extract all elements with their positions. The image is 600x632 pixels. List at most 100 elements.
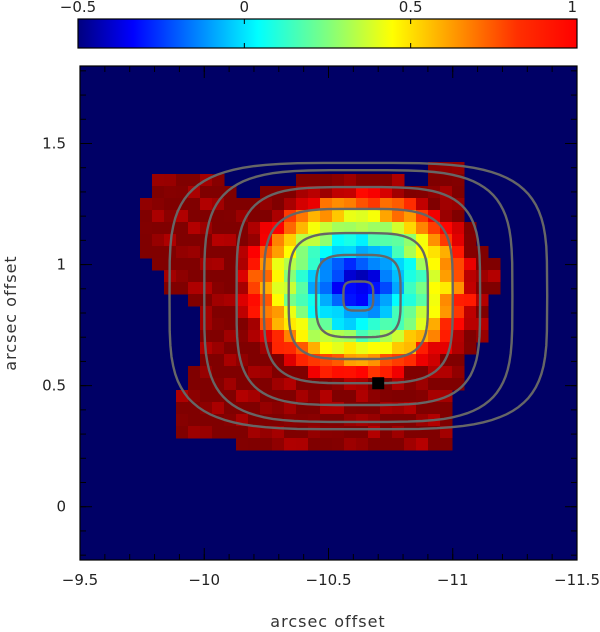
heatmap-cell [320,198,333,211]
heatmap-cell [188,426,201,439]
heatmap-cell [392,294,405,307]
plot-area: −9.5 −10 −10.5 −11 −11.5 0 0.5 1 1.5 [42,65,600,589]
heatmap-cell [368,426,381,439]
heatmap-cell [188,378,201,391]
contour-lines [168,161,549,431]
heatmap-cell [212,318,225,331]
heatmap-cell [344,234,357,247]
heatmap-cell [344,222,357,235]
heatmap-cell [320,438,333,451]
heatmap-cell [224,426,237,439]
heatmap-cell [428,354,441,367]
heatmap-cell [332,234,345,247]
heatmap-cell [248,198,261,211]
heatmap-cell [368,270,381,283]
heatmap-cell [380,258,393,271]
heatmap-cell [188,294,201,307]
heatmap-cell [404,246,417,259]
heatmap-cell [164,174,177,187]
heatmap-cell [392,210,405,223]
heatmap-cell [404,438,417,451]
heatmap-cell [320,306,333,319]
heatmap-cell [440,174,453,187]
heatmap-cell [308,210,321,223]
heatmap-cell [404,390,417,403]
colorbar-bar [77,18,578,49]
heatmap-cell [284,246,297,259]
heatmap-cell [308,378,321,391]
heatmap-cell [284,282,297,295]
heatmap-cell [464,270,477,283]
heatmap-cell [224,234,237,247]
heatmap-cell [248,270,261,283]
heatmap-cell [260,306,273,319]
heatmap-cell [200,426,213,439]
heatmap-cell [356,210,369,223]
heatmap-cell [320,294,333,307]
heatmap-cell [428,318,441,331]
heatmap-cell [320,354,333,367]
marker-square [372,377,385,390]
heatmap-cell [296,342,309,355]
heatmap-cell [440,306,453,319]
heatmap-cell [236,390,249,403]
heatmap-cell [296,438,309,451]
heatmap-cell [404,294,417,307]
heatmap-cell [404,222,417,235]
heatmap-cell [308,342,321,355]
heatmap-cell [380,342,393,355]
heatmap-cell [404,210,417,223]
heatmap-cell [356,282,369,295]
colorbar-ticks: −0.5 0 0.5 1 [60,0,578,48]
heatmap-cell [344,366,357,379]
heatmap-cell [164,198,177,211]
heatmap-cell [224,330,237,343]
heatmap-cell [236,246,249,259]
heatmap-cell [272,246,285,259]
heatmap-cell [188,414,201,427]
heatmap-cell [260,294,273,307]
heatmap-cell [344,174,357,187]
heatmap-cell [476,258,489,271]
heatmap-cell [296,246,309,259]
heatmap-cell [452,258,465,271]
heatmap-cell [416,438,429,451]
heatmap-cell [404,318,417,331]
heatmap-cell [176,402,189,415]
heatmap-cell [212,210,225,223]
heatmap-cell [392,186,405,199]
heatmap-cell [236,330,249,343]
heatmap-cell [236,426,249,439]
heatmap-cell [308,366,321,379]
heatmap-cell [332,294,345,307]
heatmap-cell [284,342,297,355]
heatmap-cell [176,426,189,439]
heatmap-cell [428,282,441,295]
heatmap-cell [272,342,285,355]
x-tick-label: −10.5 [306,571,352,589]
heatmap-cell [224,294,237,307]
heatmap-cell [452,234,465,247]
heatmap-cell [440,318,453,331]
heatmap-cell [452,342,465,355]
contour-line [342,280,375,312]
heatmap-cell [356,318,369,331]
heatmap-cell [380,414,393,427]
heatmap-cell [320,186,333,199]
heatmap-cell [380,198,393,211]
heatmap-cell [392,366,405,379]
heatmap-cell [188,282,201,295]
heatmap-cell [284,198,297,211]
heatmap-cell [224,366,237,379]
heatmap-cell [392,246,405,259]
heatmap-cell [428,438,441,451]
heatmap-cell [428,210,441,223]
heatmap-cell [440,330,453,343]
heatmap-cell [356,294,369,307]
heatmap-cell [332,318,345,331]
heatmap-cell [212,282,225,295]
heatmap-cell [320,366,333,379]
heatmap-cell [440,198,453,211]
heatmap-cell [308,258,321,271]
